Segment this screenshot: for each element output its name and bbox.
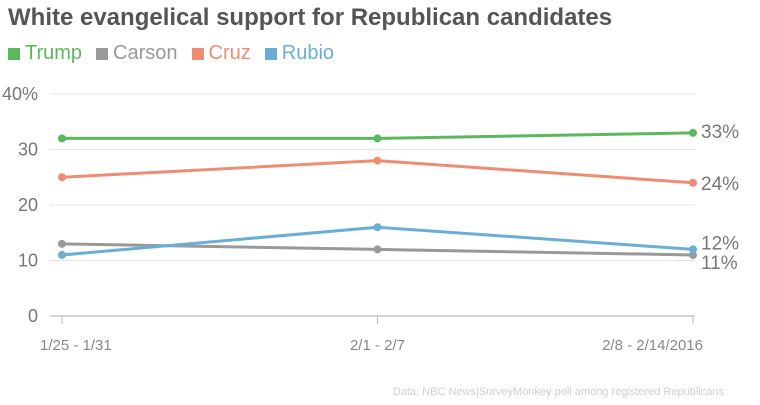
data-point-rubio <box>58 250 66 259</box>
legend-item-cruz: Cruz <box>191 42 251 65</box>
data-point-carson <box>373 245 382 254</box>
legend-swatch-carson <box>96 47 109 60</box>
end-label-cruz: 24% <box>701 174 739 195</box>
data-point-rubio <box>373 223 382 232</box>
y-tick-label: 20 <box>18 195 38 215</box>
legend-item-rubio: Rubio <box>264 42 335 65</box>
data-point-trump <box>58 134 66 143</box>
end-label-trump: 33% <box>701 122 739 143</box>
y-tick-label: 40% <box>2 84 38 104</box>
data-point-cruz <box>373 156 382 165</box>
y-tick-label: 30 <box>18 140 38 160</box>
x-tick-label: 2/1 - 2/7 <box>350 337 405 354</box>
legend-swatch-cruz <box>191 47 204 60</box>
data-point-cruz <box>58 173 66 182</box>
x-tick-label: 1/25 - 1/31 <box>40 337 112 354</box>
data-point-cruz <box>689 178 697 187</box>
data-point-carson <box>58 239 66 248</box>
y-tick-label: 0 <box>28 306 38 326</box>
legend-item-carson: Carson <box>96 42 178 65</box>
data-point-rubio <box>689 245 697 254</box>
data-point-trump <box>689 128 697 137</box>
legend-label-trump: Trump <box>25 42 83 64</box>
chart-title: White evangelical support for Republican… <box>8 4 613 31</box>
y-tick-label: 10 <box>18 251 38 271</box>
data-point-trump <box>373 134 382 143</box>
data-point-carson <box>689 250 697 259</box>
legend-label-cruz: Cruz <box>208 42 251 64</box>
legend-swatch-rubio <box>264 47 277 60</box>
source-note: Data: NBC News|SurveyMonkey poll among r… <box>392 386 724 398</box>
end-label-carson: 11% <box>701 253 738 274</box>
legend-label-rubio: Rubio <box>281 42 335 64</box>
end-label-rubio: 12% <box>701 233 739 254</box>
x-tick-label: 2/8 - 2/14/2016 <box>602 337 703 354</box>
legend-label-carson: Carson <box>113 42 178 64</box>
legend-swatch-trump <box>8 47 20 60</box>
legend-item-trump: Trump <box>8 42 82 65</box>
legend: Trump Carson Cruz Rubio <box>8 42 334 65</box>
